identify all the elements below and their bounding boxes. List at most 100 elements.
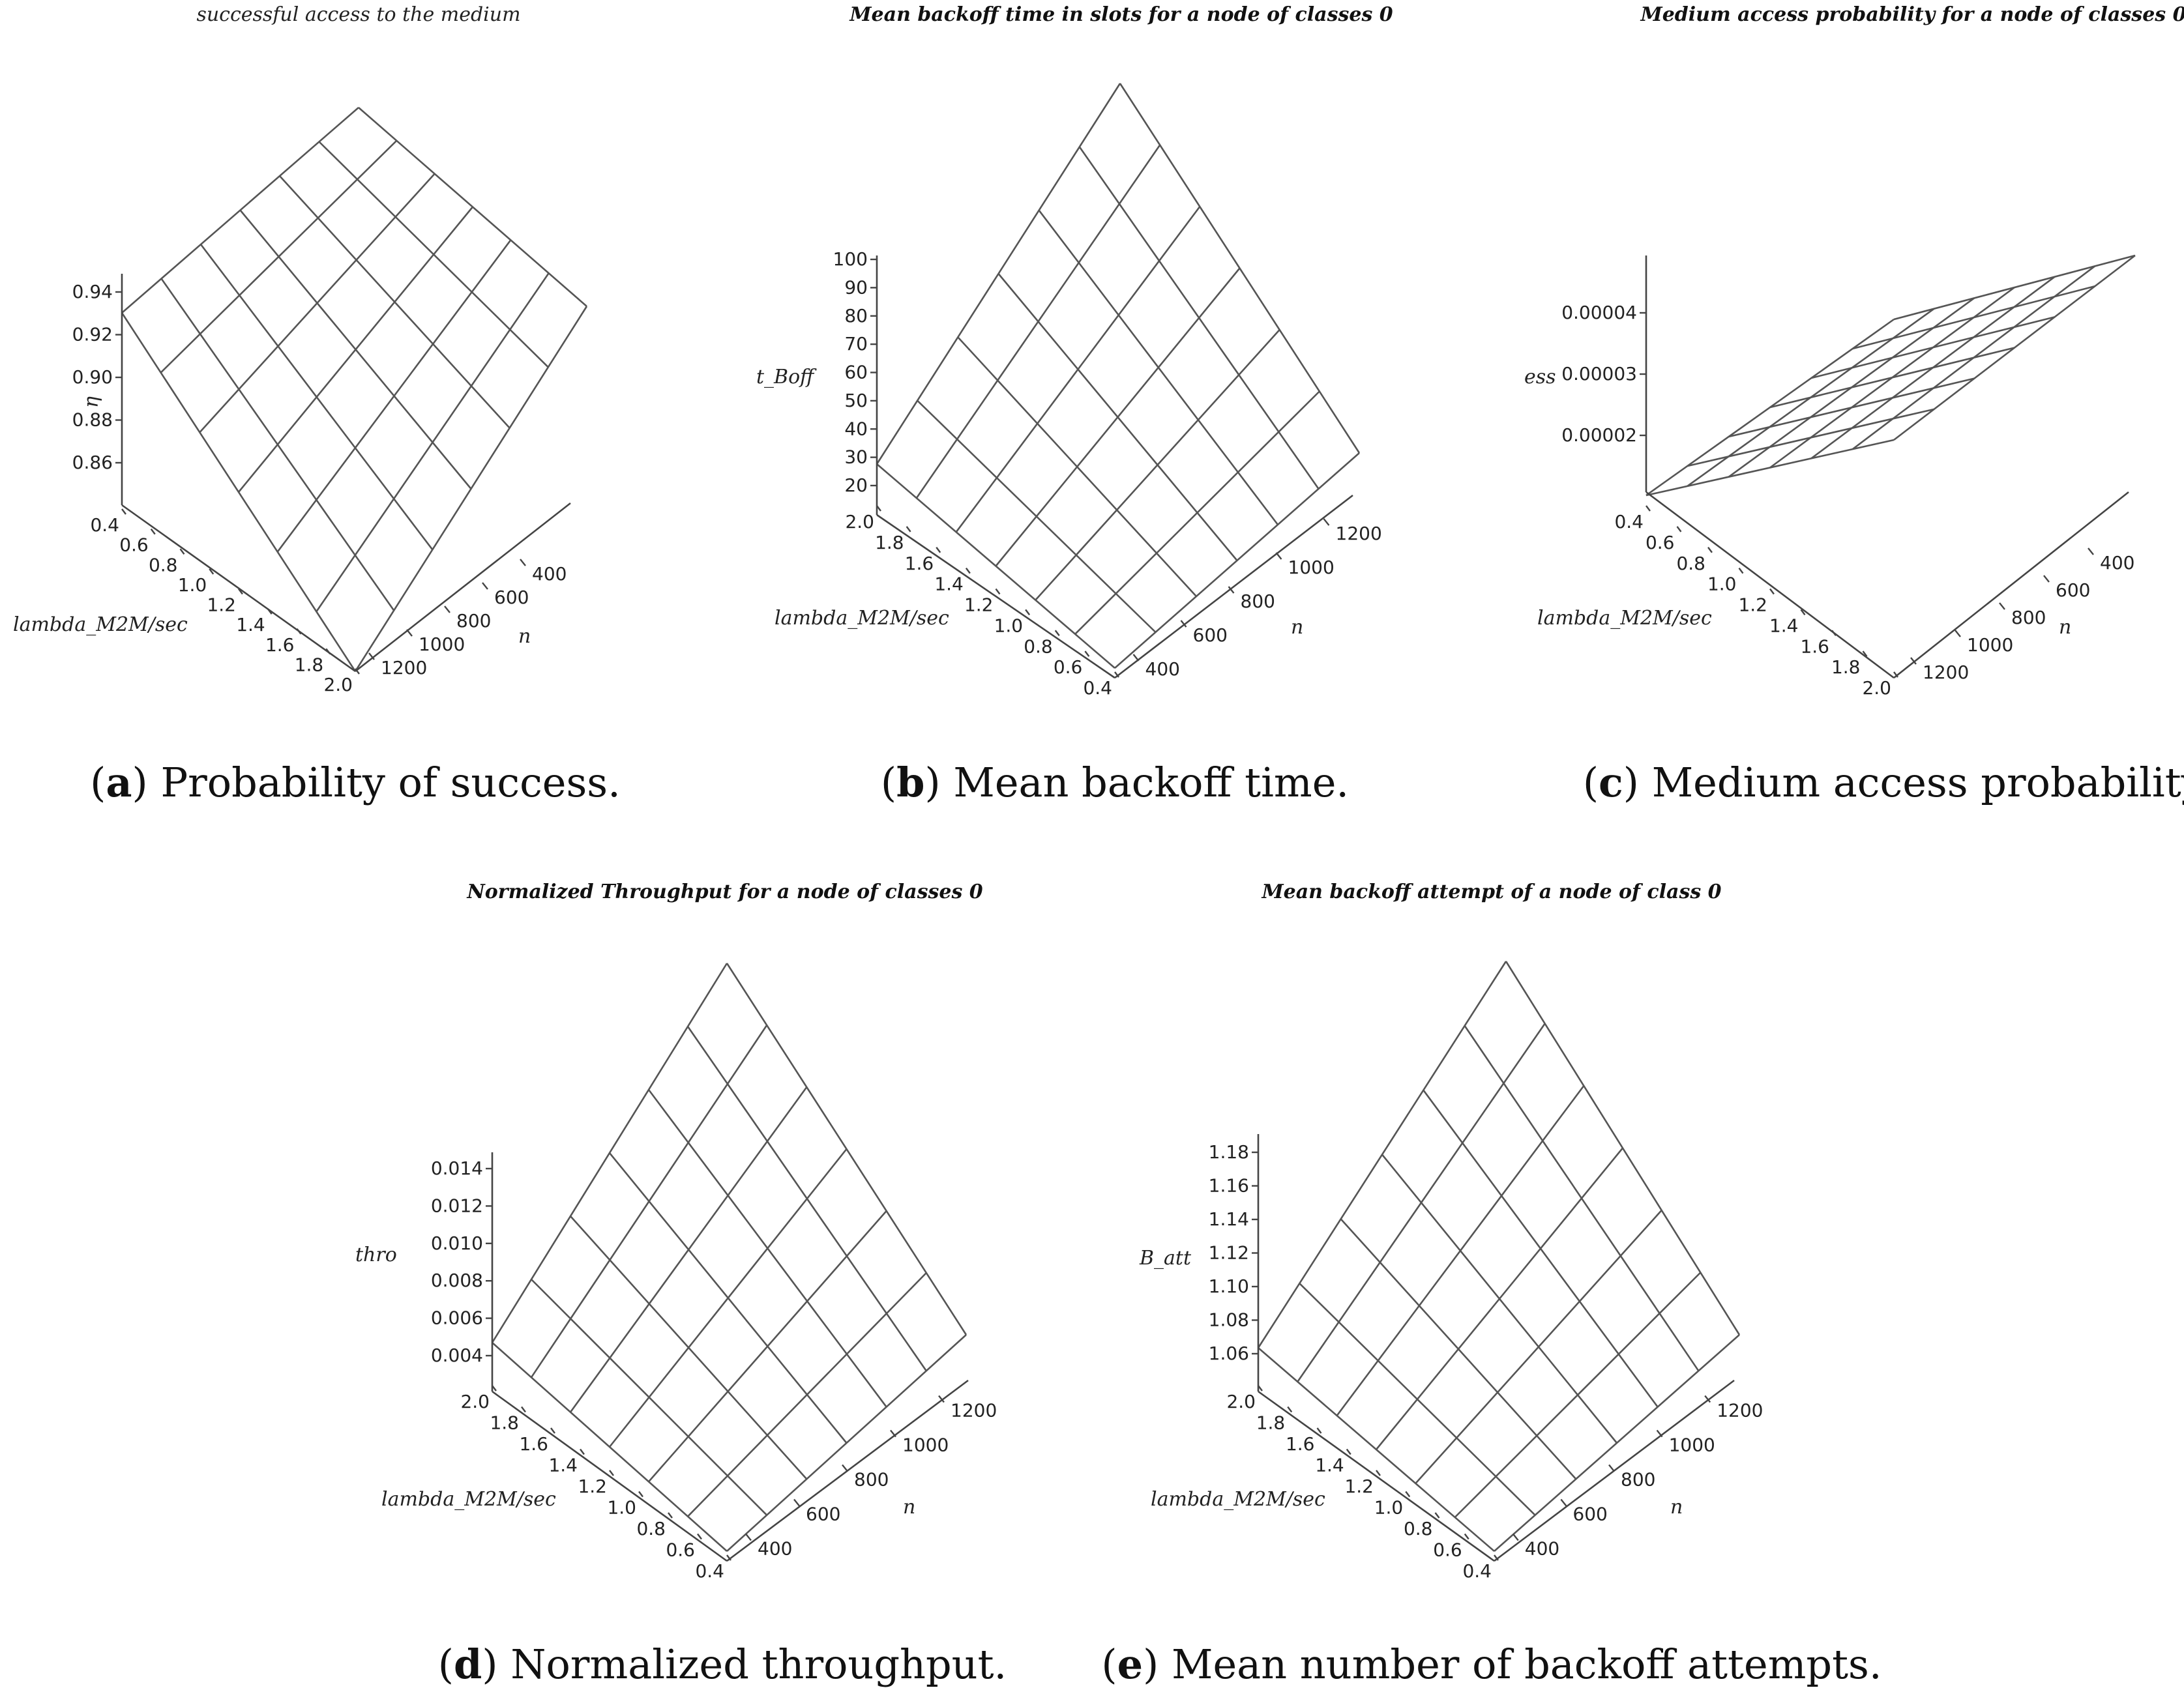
surface-gridline [279,175,510,429]
x-tick-label: 0.8 [149,554,178,575]
panel-c-surface [1645,254,2136,497]
panel-b-z-ticks: 100 90 80 70 60 50 40 30 20 [833,248,877,496]
surface-gridline [1340,1218,1577,1480]
y-tick-label: 1000 [1288,557,1335,578]
y-tick-label: 400 [1525,1538,1559,1560]
panel-e-x-label: lambda_M2M/sec [1151,1488,1325,1511]
z-tick-label: 60 [844,362,868,383]
y-tick-label: 1000 [419,634,465,655]
surface-gridline [531,1279,768,1516]
x-tick-mark [1405,1491,1411,1498]
x-tick-label: 1.0 [607,1497,636,1519]
y-tick-mark [1512,1533,1519,1541]
y-tick-mark [368,652,375,660]
z-tick-label: 40 [844,418,868,439]
y-tick-label: 600 [494,587,529,608]
x-tick-label: 2.0 [1226,1391,1256,1412]
x-tick-label: 1.4 [236,614,265,635]
x-tick-mark [580,1448,585,1455]
y-tick-label: 1200 [1923,662,1969,683]
y-tick-mark [938,1395,945,1403]
panel-b-title: Mean backoff time in slots for a node of… [849,3,1393,26]
surface-gridline [1299,1283,1536,1516]
y-tick-label: 800 [2011,607,2046,628]
x-tick-mark [1769,588,1775,595]
z-tick-label: 1.16 [1209,1175,1249,1197]
x-tick-label: 2.0 [323,674,353,695]
surface-background [1258,961,1739,1551]
panel-b-y-axis [1114,494,1353,679]
x-tick-mark [209,568,214,575]
y-tick-label: 1000 [1967,634,2013,656]
x-tick-label: 1.6 [905,553,934,574]
x-tick-mark [1831,630,1837,636]
y-tick-mark [444,605,450,613]
panel-e-y-label: n [1670,1496,1683,1519]
z-tick-label: 0.00004 [1561,302,1637,323]
x-tick-mark [150,528,156,535]
panel-d-z-ticks: 0.014 0.012 0.010 0.008 0.006 0.004 [431,1158,492,1366]
y-tick-label: 800 [456,610,491,632]
panel-e-x-axis [1258,1390,1495,1562]
x-tick-mark [697,1533,702,1540]
z-tick-label: 20 [844,474,868,496]
z-tick-label: 0.94 [72,281,113,302]
panel-b-surface [876,83,1361,669]
z-tick-label: 0.006 [431,1307,483,1329]
z-tick-label: 0.00002 [1561,424,1637,446]
x-tick-label: 0.6 [666,1539,695,1561]
panel-c-caption: (c) Medium access probability. [1583,759,2184,806]
x-tick-label: 0.6 [1433,1539,1462,1561]
x-tick-mark [1464,1533,1469,1540]
surface-gridline [121,312,357,672]
surface-gridline [1728,297,1975,478]
y-tick-label: 1000 [902,1435,949,1456]
panel-d-x-label: lambda_M2M/sec [381,1488,556,1511]
x-tick-mark [1645,505,1651,512]
panel-a-x-ticks: 0.40.60.81.01.21.41.61.82.0 [90,508,360,695]
x-tick-mark [1676,526,1682,532]
x-tick-label: 1.2 [1738,594,1767,616]
z-tick-label: 100 [833,248,868,270]
x-tick-mark [1434,1512,1440,1519]
surface-gridline [1810,276,2056,459]
surface-gridline [608,1152,848,1444]
y-tick-label: 400 [532,563,567,585]
surface-gridline [726,963,967,1335]
y-tick-mark [520,559,526,566]
y-tick-mark [2088,547,2094,555]
x-tick-label: 0.4 [1462,1560,1492,1582]
panel-e-x-ticks: 2.01.81.61.41.21.00.80.60.4 [1226,1385,1499,1582]
surface-gridline [1381,1154,1618,1444]
panel-c-z-ticks: 0.00004 0.00003 0.00002 [1561,302,1646,446]
x-tick-mark [267,608,273,615]
panel-d-z-label: thro [355,1244,397,1266]
panel-e-title: Mean backoff attempt of a node of class … [1261,881,1721,903]
surface-background [1646,255,2135,495]
z-tick-label: 1.12 [1209,1242,1249,1264]
x-tick-mark [1707,547,1713,553]
x-tick-label: 1.8 [1256,1412,1286,1434]
x-tick-label: 0.8 [1024,635,1053,657]
z-tick-label: 0.012 [431,1195,483,1216]
x-tick-label: 0.6 [1645,532,1675,553]
x-tick-mark [1346,1448,1351,1455]
z-tick-label: 80 [844,305,868,327]
z-tick-label: 0.010 [431,1232,483,1254]
x-tick-mark [325,648,331,655]
x-tick-label: 1.0 [1707,574,1737,595]
panel-b-caption: (b) Mean backoff time. [881,759,1349,806]
panel-a-x-label: lambda_M2M/sec [13,613,188,636]
x-tick-mark [355,668,360,675]
x-tick-mark [492,1385,497,1391]
x-tick-label: 1.0 [1374,1497,1404,1519]
panel-a-caption: (a) Probability of success. [90,759,621,806]
x-tick-label: 1.6 [1286,1433,1315,1455]
panel-a-x-axis [121,504,356,673]
z-tick-label: 0.014 [431,1158,483,1179]
z-tick-label: 0.88 [72,409,113,431]
x-tick-label: 2.0 [1862,677,1891,699]
surface-gridline [239,209,472,489]
x-tick-label: 1.8 [490,1412,519,1434]
